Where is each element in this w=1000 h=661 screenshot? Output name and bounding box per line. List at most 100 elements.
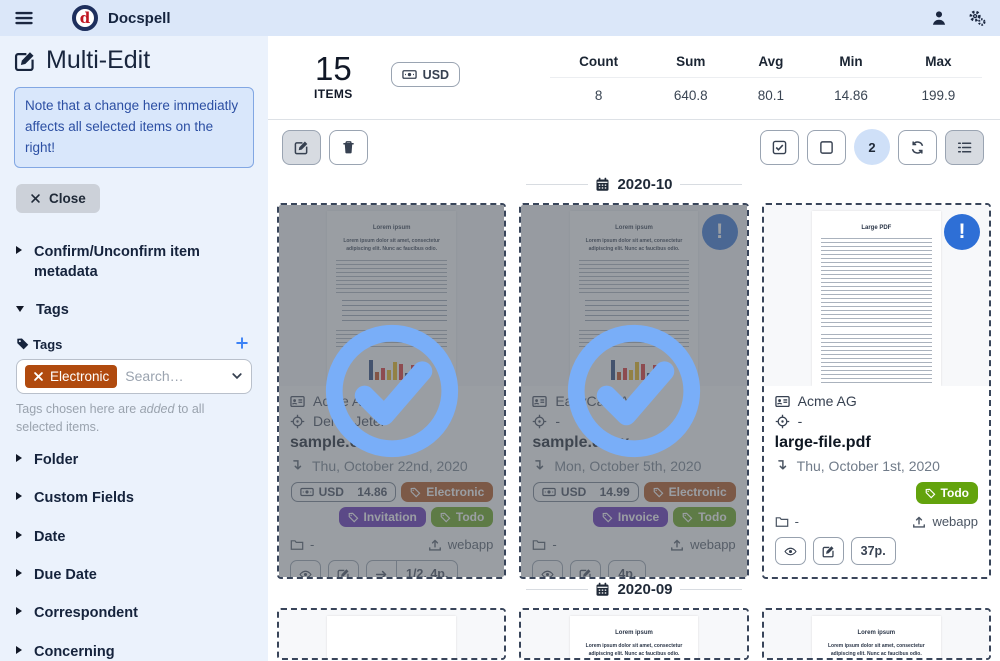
section-label: Date [34, 528, 66, 545]
remove-tag-icon[interactable] [33, 371, 44, 382]
edit-selected-button[interactable] [282, 129, 321, 165]
correspondent-icon [774, 395, 790, 407]
caret-right-icon [16, 245, 22, 254]
items-count-block: 15 ITEMS [314, 50, 353, 101]
date-group-header: 2020-09 [277, 581, 991, 598]
page-title: Multi-Edit [14, 46, 254, 75]
section-label: Tags [36, 302, 69, 319]
tags-multiselect[interactable]: Electronic Search… [16, 358, 252, 394]
sidebar-section-concerning[interactable]: Concerning [14, 633, 254, 661]
folder-icon [775, 516, 788, 527]
calendar-icon [596, 582, 609, 596]
trash-icon [343, 140, 354, 153]
group-date: 2020-10 [617, 176, 673, 193]
check-square-icon [772, 140, 787, 154]
tags-help-text: Tags chosen here are added to all select… [16, 401, 205, 435]
select-all-button[interactable] [760, 129, 799, 165]
deselect-all-button[interactable] [807, 129, 846, 165]
tags-field-label: Tags [33, 336, 63, 352]
items-toolbar: 2 [268, 120, 1000, 174]
list-view-button[interactable] [945, 129, 984, 165]
edit-icon [822, 545, 834, 557]
item-card[interactable]: Large PDF Lorem ipsum dolor sit amet, co… [761, 203, 991, 579]
item-badges: Todo [775, 482, 978, 504]
caret-down-icon [16, 306, 24, 313]
stats-value: 8 [594, 88, 603, 103]
pages-group: 37p. [850, 537, 896, 565]
item-card[interactable]: Lorem ipsum Lorem ipsum dolor sit amet, … [519, 203, 749, 579]
caret-right-icon [16, 569, 22, 578]
caret-right-icon [16, 645, 22, 654]
stats-value: 199.9 [921, 88, 956, 103]
sidebar-section-date[interactable]: Date [14, 518, 254, 556]
sidebar-section-due-date[interactable]: Due Date [14, 556, 254, 594]
selected-count-badge: 2 [854, 129, 890, 165]
card-grid: Keywords in PDF Lorem ipsum dolor sit am… [277, 608, 991, 660]
item-card[interactable]: Lorem ipsum Lorem ipsum dolor sit amet, … [519, 608, 749, 660]
close-icon [31, 194, 40, 203]
section-label: Concerning [34, 643, 115, 660]
stats-column-header: Avg [734, 52, 808, 78]
money-icon [401, 70, 417, 79]
caret-right-icon [16, 607, 22, 616]
items-main-area: 15 ITEMS USD Count Sum Avg Min Max 8 640.8 80.… [268, 36, 1000, 661]
item-card[interactable]: Lorem ipsum Lorem ipsum dolor sit amet, … [761, 608, 991, 660]
item-card[interactable]: Lorem ipsum Lorem ipsum dolor sit amet, … [277, 203, 507, 579]
user-icon[interactable] [930, 9, 948, 27]
brand-title: Docspell [108, 9, 171, 27]
sidebar-sections: Confirm/Unconfirm item metadata Tags Tags… [14, 233, 254, 661]
tag-search-placeholder[interactable]: Search… [125, 368, 184, 385]
item-preview: Lorem ipsum Lorem ipsum dolor sit amet, … [763, 610, 989, 658]
item-card[interactable]: Keywords in PDF Lorem ipsum dolor sit am… [277, 608, 507, 660]
tag-icon [925, 488, 935, 498]
item-meta: Acme AG - large-file.pdf Thu, October 1s… [764, 386, 989, 574]
preview-item-button[interactable] [774, 537, 806, 565]
multi-edit-sidebar: Multi-Edit Note that a change here immed… [0, 36, 268, 661]
delete-selected-button[interactable] [329, 129, 368, 165]
chevron-down-icon[interactable] [231, 370, 243, 382]
item-date: Thu, October 1st, 2020 [796, 458, 940, 474]
close-button[interactable]: Close [16, 183, 100, 213]
concerning-name: - [797, 413, 803, 429]
preview-title: Large PDF [861, 225, 892, 231]
item-date-icon [777, 460, 786, 470]
date-group-header: 2020-10 [277, 176, 991, 193]
summary-bar: 15 ITEMS USD Count Sum Avg Min Max 8 640.8 80.… [268, 36, 1000, 120]
item-preview: Keywords in PDF Lorem ipsum dolor sit am… [279, 610, 505, 658]
card-grid: Lorem ipsum Lorem ipsum dolor sit amet, … [277, 203, 991, 579]
stats-value: 80.1 [757, 88, 785, 103]
currency-badge[interactable]: USD [390, 62, 461, 87]
section-label: Due Date [34, 567, 97, 584]
item-groups: 2020-10 Lorem ipsum Lorem ipsum dolor si… [268, 174, 1000, 661]
tag-badge: Todo [915, 482, 978, 504]
sidebar-section-custom-fields[interactable]: Custom Fields [14, 479, 254, 517]
sidebar-section-correspondent[interactable]: Correspondent [14, 594, 254, 632]
note-alert: Note that a change here immediatly affec… [14, 87, 254, 168]
sidebar-section-confirm-unconfirm-item-metadata[interactable]: Confirm/Unconfirm item metadata [14, 233, 254, 292]
upload-source-icon [913, 516, 926, 528]
edit-item-button[interactable] [812, 537, 844, 565]
item-preview: Lorem ipsum Lorem ipsum dolor sit amet, … [521, 610, 747, 658]
selected-tag-chip[interactable]: Electronic [25, 364, 118, 388]
source-name: webapp [932, 514, 978, 529]
section-label: Folder [34, 452, 79, 469]
unconfirmed-icon: ! [943, 214, 980, 250]
selected-overlay [521, 205, 747, 577]
stats-value: 14.86 [834, 88, 868, 103]
items-count: 15 [314, 50, 352, 87]
summary-stats-table: Count Sum Avg Min Max 8 640.8 80.1 14.86 199.9 [550, 52, 982, 113]
tag-icon [17, 338, 29, 350]
sidebar-section-tags[interactable]: Tags [14, 291, 254, 329]
settings-gears-icon[interactable] [968, 9, 986, 27]
add-tag-icon[interactable] [235, 336, 252, 353]
preview-title: Lorem ipsum [615, 630, 653, 636]
refresh-button[interactable] [898, 129, 937, 165]
selected-check-icon [567, 324, 701, 458]
selected-check-icon [325, 324, 458, 458]
stats-column-header: Sum [647, 52, 735, 78]
menu-icon[interactable] [14, 8, 34, 28]
tags-edit-panel: Tags Electronic Search… Tags chosen here… [14, 330, 254, 442]
sidebar-section-folder[interactable]: Folder [14, 441, 254, 479]
docspell-logo: d [72, 5, 98, 31]
selected-overlay [279, 205, 505, 577]
